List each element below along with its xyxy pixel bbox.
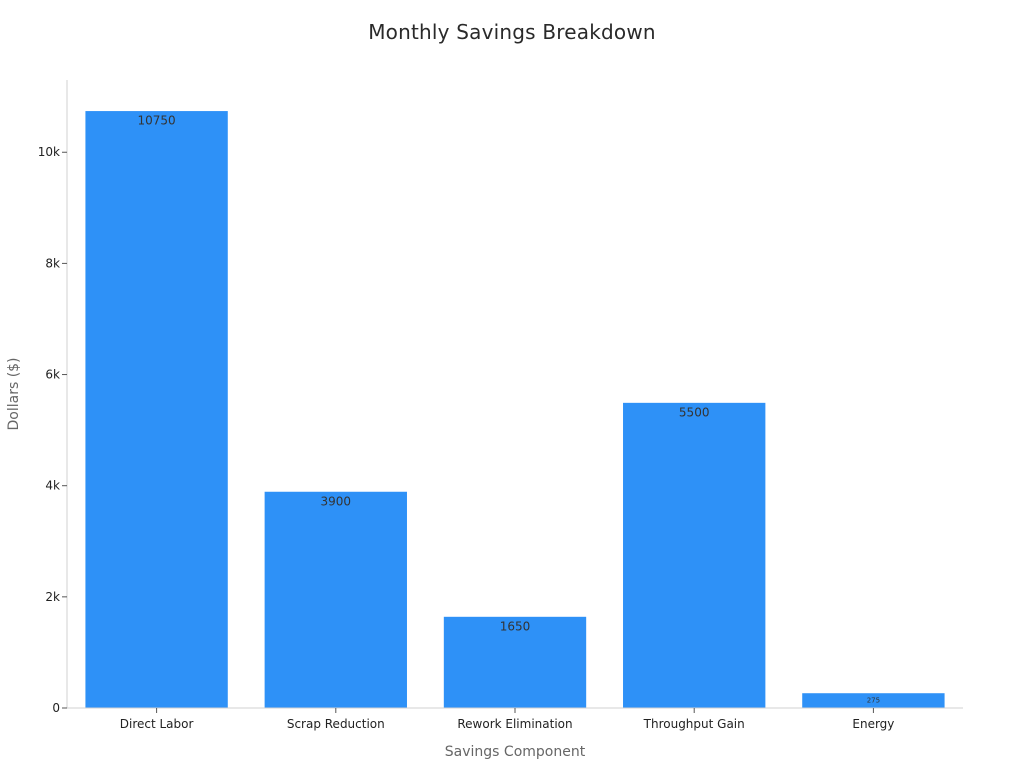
bar-1: [263, 490, 408, 709]
data-label-1: 3900: [321, 494, 352, 508]
x-axis: Direct Labor Scrap Reduction Rework Elimin…: [67, 707, 963, 731]
data-label-2: 1650: [500, 619, 531, 633]
x-tick-label-2: Rework Elimination: [457, 717, 572, 731]
x-tick-label-1: Scrap Reduction: [287, 717, 385, 731]
y-tick-label-3: 6k: [45, 368, 60, 382]
y-axis-title: Dollars ($): [6, 357, 22, 430]
chart-title: Monthly Savings Breakdown: [368, 20, 656, 44]
data-label-0: 10750: [138, 114, 176, 128]
x-tick-label-0: Direct Labor: [120, 717, 194, 731]
y-tick-label-2: 4k: [45, 479, 60, 493]
data-labels-group: 10750 3900 1650 5500 275: [138, 114, 881, 705]
y-axis: 0 2k 4k 6k 8k 10k: [38, 80, 68, 715]
y-tick-label-0: 0: [52, 701, 60, 715]
x-tick-label-4: Energy: [852, 717, 894, 731]
data-label-3: 5500: [679, 405, 710, 419]
bar-0: [84, 110, 229, 709]
y-tick-label-1: 2k: [45, 590, 60, 604]
y-tick-label-5: 10k: [38, 145, 60, 159]
y-tick-label-4: 8k: [45, 256, 60, 270]
bars-group: [84, 110, 946, 709]
data-label-4: 275: [867, 697, 880, 705]
x-tick-label-3: Throughput Gain: [643, 717, 745, 731]
bar-3: [622, 401, 767, 709]
bar-2: [442, 615, 588, 709]
x-axis-title: Savings Component: [445, 744, 586, 760]
